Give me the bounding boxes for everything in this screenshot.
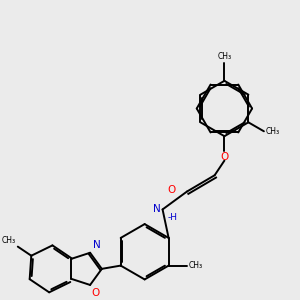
Text: O: O [92,288,100,298]
Text: -H: -H [167,213,177,222]
Text: O: O [167,185,175,195]
Text: CH₃: CH₃ [218,52,232,61]
Text: CH₃: CH₃ [266,127,280,136]
Text: O: O [220,152,229,163]
Text: CH₃: CH₃ [2,236,16,245]
Text: CH₃: CH₃ [188,261,202,270]
Text: N: N [93,240,101,250]
Text: N: N [153,204,161,214]
